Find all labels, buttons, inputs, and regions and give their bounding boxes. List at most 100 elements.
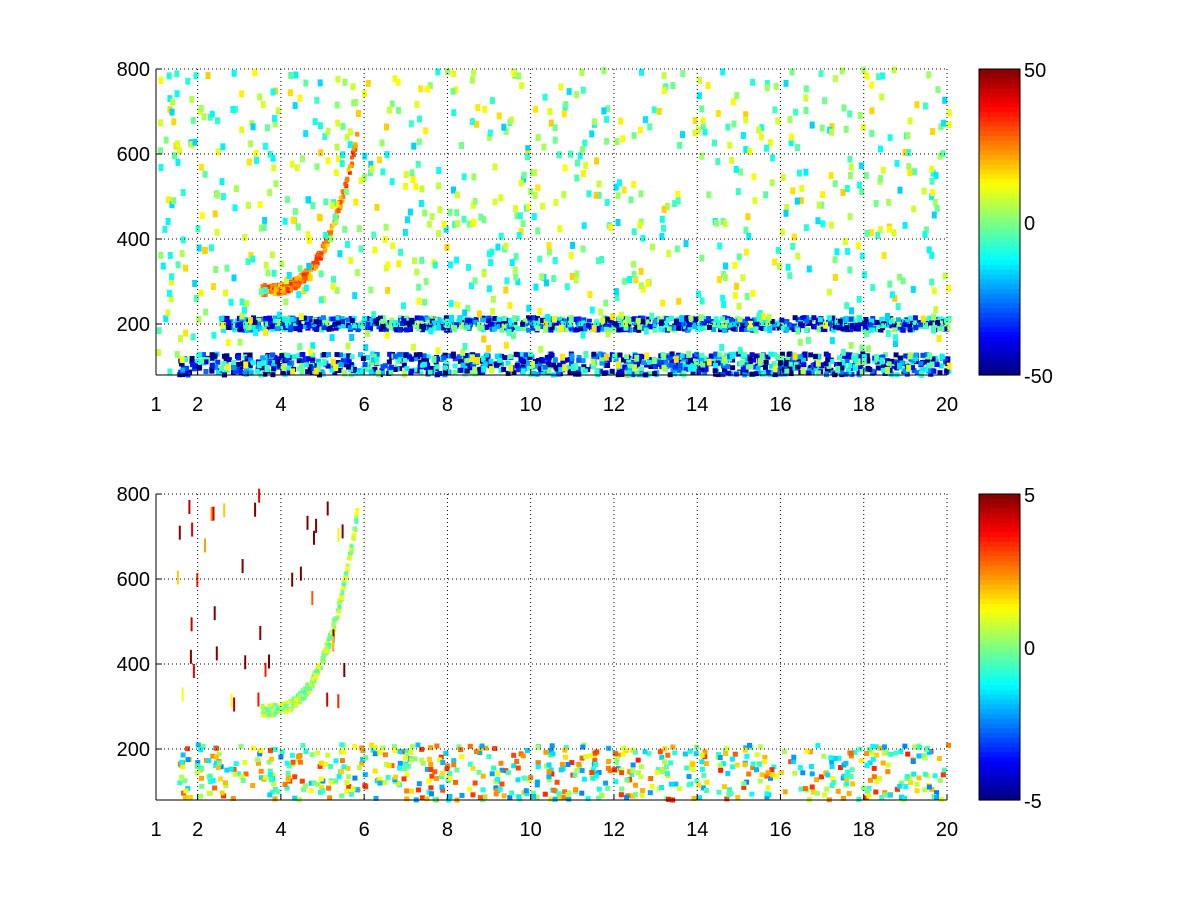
heat-cell xyxy=(472,197,478,205)
heat-cell xyxy=(626,317,632,325)
heat-cell xyxy=(522,775,528,781)
heat-cell xyxy=(341,524,344,539)
heat-cell xyxy=(213,606,216,621)
colorbar-tick-label: 0 xyxy=(1024,213,1035,235)
heat-cell xyxy=(221,361,227,366)
heat-cell xyxy=(337,694,340,709)
heat-cell xyxy=(441,221,447,228)
heat-cell xyxy=(267,748,273,754)
heat-cell xyxy=(713,316,719,322)
colorbar-segment xyxy=(979,193,1020,199)
heat-cell xyxy=(332,321,338,327)
heat-cell xyxy=(432,769,438,775)
heat-cell xyxy=(498,194,504,202)
heat-cell xyxy=(528,188,534,196)
heat-cell xyxy=(885,769,891,775)
heat-cell xyxy=(700,785,706,791)
heat-cell xyxy=(246,158,252,166)
heat-cell xyxy=(345,567,350,572)
heat-cell xyxy=(531,371,537,376)
colorbar-segment xyxy=(979,126,1020,132)
heat-cell xyxy=(832,371,838,377)
colorbar-segment xyxy=(979,532,1020,538)
heat-cell xyxy=(511,370,517,376)
heat-cell xyxy=(779,317,785,323)
colorbar-segment xyxy=(979,250,1020,257)
heat-cell xyxy=(308,788,314,794)
heat-cell xyxy=(513,351,519,357)
heat-cell xyxy=(246,201,251,209)
heat-cell xyxy=(521,171,527,179)
heat-cell xyxy=(230,796,236,802)
colorbar-segment xyxy=(979,73,1020,80)
heat-cell xyxy=(713,371,719,377)
heat-cell xyxy=(330,631,335,636)
heat-cell xyxy=(263,316,269,321)
heat-cell xyxy=(926,784,932,790)
heat-cell xyxy=(720,294,726,302)
heat-cell xyxy=(486,318,492,324)
heat-cell xyxy=(946,121,952,129)
heat-cell xyxy=(189,649,192,664)
heat-cell xyxy=(480,773,486,779)
heat-cell xyxy=(277,311,282,319)
heat-cell xyxy=(764,84,770,92)
colorbar-segment xyxy=(979,341,1020,347)
heat-cell xyxy=(891,327,897,333)
heat-cell xyxy=(848,342,854,349)
heat-cell xyxy=(360,757,366,762)
heat-cell xyxy=(840,348,846,356)
heat-cell xyxy=(580,170,586,178)
heat-cell xyxy=(878,175,884,183)
heat-cell xyxy=(803,107,809,114)
heat-cell xyxy=(814,790,820,796)
heat-cell xyxy=(530,325,535,331)
heat-cell xyxy=(889,358,895,364)
heat-cell xyxy=(561,191,567,199)
heat-cell xyxy=(198,289,204,297)
heat-cell xyxy=(339,323,345,329)
heat-cell xyxy=(902,361,908,367)
heat-cell xyxy=(193,294,199,302)
heat-cell xyxy=(599,256,605,263)
heat-cell xyxy=(292,795,298,801)
heat-cell xyxy=(937,370,943,376)
heat-cell xyxy=(206,790,212,796)
heat-cell xyxy=(346,784,352,790)
heat-cell xyxy=(319,251,324,256)
heat-cell xyxy=(496,316,502,322)
heat-cell xyxy=(163,136,169,144)
heat-cell xyxy=(727,787,732,793)
heat-cell xyxy=(356,225,362,233)
heat-cell xyxy=(270,154,276,162)
heat-cell xyxy=(452,325,457,333)
colorbar-segment xyxy=(979,790,1020,796)
colorbar-segment xyxy=(979,494,1020,500)
heat-cell xyxy=(640,318,646,324)
heat-cell xyxy=(392,320,398,328)
heat-cell xyxy=(304,271,309,276)
heat-cell xyxy=(768,363,774,369)
heat-cell xyxy=(340,586,345,591)
heat-cell xyxy=(847,213,853,221)
heat-cell xyxy=(458,747,464,753)
heat-cell xyxy=(281,370,287,376)
heat-cell xyxy=(435,347,441,355)
heat-cell xyxy=(619,368,625,374)
heat-cell xyxy=(244,327,250,333)
colorbar-segment xyxy=(979,517,1020,524)
heat-cell xyxy=(201,113,207,121)
heat-cell xyxy=(270,88,276,96)
heat-cell xyxy=(425,85,431,93)
heat-cell xyxy=(368,325,373,331)
heat-cell xyxy=(365,79,371,87)
heat-cell xyxy=(197,364,203,370)
heat-cell xyxy=(795,252,801,260)
heat-cell xyxy=(624,354,630,360)
heat-cell xyxy=(247,317,253,325)
heat-cell xyxy=(208,779,213,785)
heat-cell xyxy=(836,361,842,367)
heat-cell xyxy=(774,773,780,779)
heat-cell xyxy=(363,344,369,352)
heat-cell xyxy=(569,272,575,280)
